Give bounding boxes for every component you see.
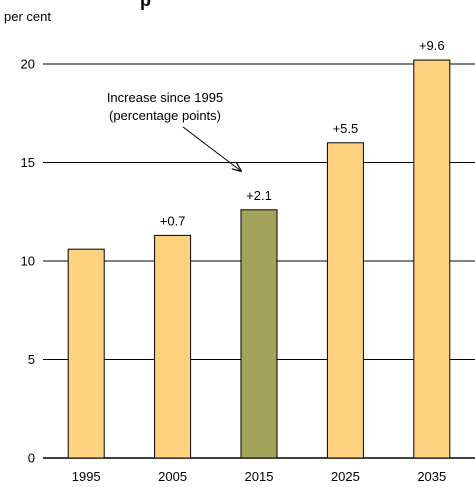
annotation-arrow — [182, 126, 241, 171]
y-tick-label: 20 — [21, 57, 35, 72]
y-tick-label: 5 — [28, 352, 35, 367]
data-label-2005: +0.7 — [160, 213, 186, 228]
x-tick-label: 2025 — [331, 469, 360, 484]
bar-2035 — [413, 59, 451, 459]
data-label-2015: +2.1 — [246, 188, 272, 203]
x-tick-label: 2015 — [245, 469, 274, 484]
data-labels: +0.7 +2.1 +5.5 +9.6 — [160, 38, 445, 228]
annotation-line-2: (percentage points) — [109, 108, 221, 123]
y-tick-label: 0 — [28, 451, 35, 466]
x-tick-label: 1995 — [72, 469, 101, 484]
y-tick-label: 10 — [21, 254, 35, 269]
annotation-line-1: Increase since 1995 — [107, 90, 223, 105]
y-axis-unit-label: per cent — [4, 9, 51, 24]
data-label-2035: +9.6 — [419, 38, 445, 53]
bar-1995 — [67, 248, 105, 459]
bar-2025 — [326, 142, 364, 459]
bar-2005 — [154, 234, 192, 459]
y-tick-label: 15 — [21, 155, 35, 170]
chart-title: p — [140, 0, 151, 10]
bar-2015 — [240, 209, 278, 459]
x-tick-label: 2035 — [417, 469, 446, 484]
x-tick-labels: 1995 2005 2015 2025 2035 — [72, 469, 447, 484]
x-tick-label: 2005 — [158, 469, 187, 484]
data-label-2025: +5.5 — [333, 121, 359, 136]
bars — [67, 59, 451, 459]
y-tick-labels: 0 5 10 15 20 — [21, 57, 35, 466]
